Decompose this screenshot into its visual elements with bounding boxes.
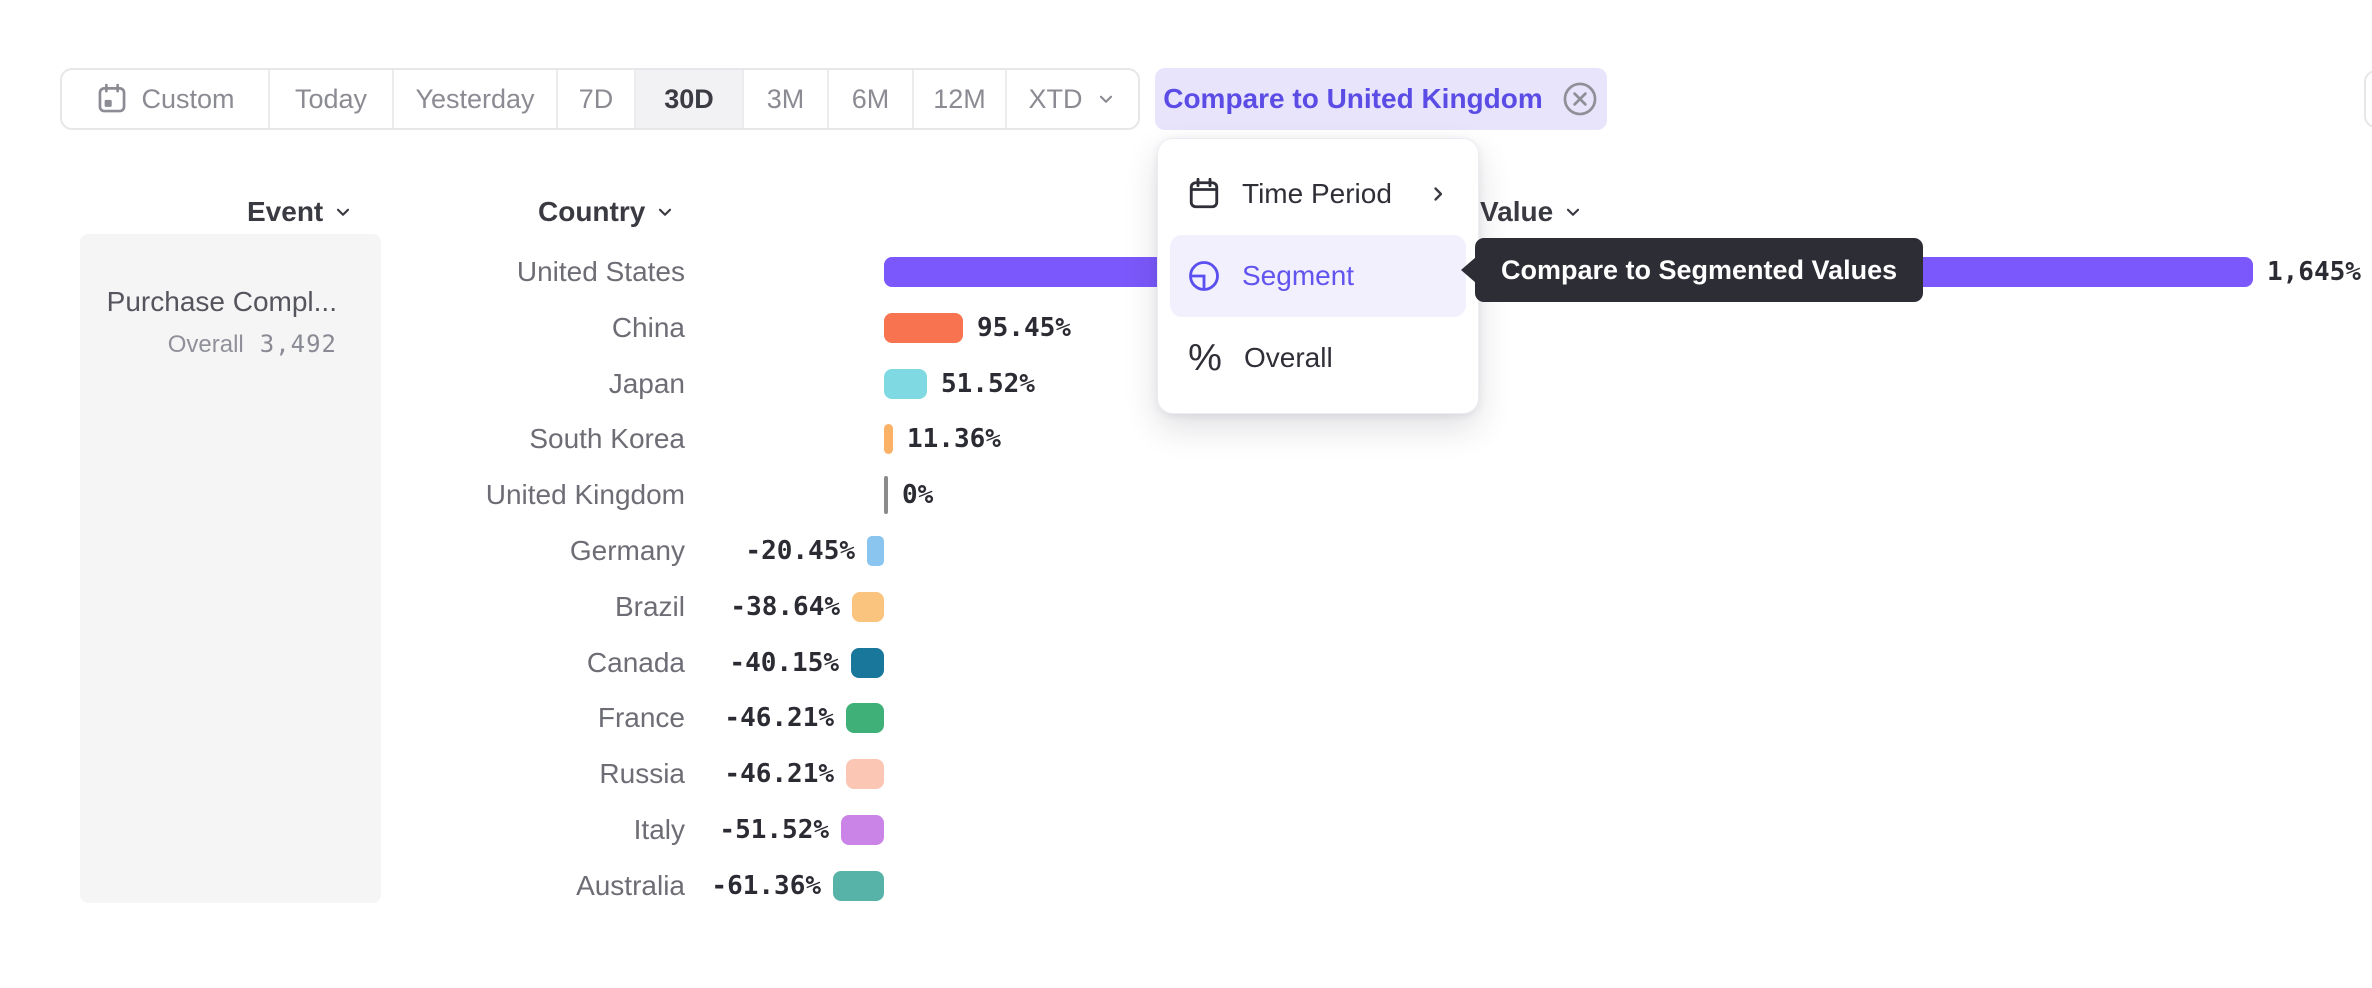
chart-row-france: France -46.21% <box>390 690 2372 746</box>
chart-row-germany: Germany -20.45% <box>390 523 2372 579</box>
menu-item-label: Segment <box>1242 260 1355 291</box>
country-label[interactable]: France <box>597 702 685 733</box>
compare-chip-label: Compare to United Kingdom <box>1163 83 1543 114</box>
date-range-button-7d[interactable]: 7D <box>558 70 636 128</box>
menu-item-overall[interactable]: % Overall <box>1170 317 1466 399</box>
compare-chip[interactable]: Compare to United Kingdom <box>1155 68 1607 130</box>
value-bar[interactable] <box>884 313 963 343</box>
chart-row-china: China 95.45% <box>390 300 2372 356</box>
country-label[interactable]: Italy <box>633 814 685 845</box>
date-range-button-yesterday[interactable]: Yesterday <box>394 70 558 128</box>
tooltip-arrow-left <box>1461 257 1476 283</box>
chevron-down-icon <box>659 208 672 216</box>
value-bar[interactable] <box>841 815 884 845</box>
segment-icon <box>1189 261 1219 291</box>
date-range-button-12m[interactable]: 12M <box>914 70 1007 128</box>
date-range-label: Yesterday <box>415 83 535 114</box>
clipped-right-button[interactable] <box>2364 70 2372 128</box>
chart-row-italy: Italy -51.52% <box>390 802 2372 858</box>
event-header-label: Event <box>247 196 324 227</box>
tooltip-text: Compare to Segmented Values <box>1501 254 1898 285</box>
chart-row-brazil: Brazil -38.64% <box>390 579 2372 635</box>
value-bar[interactable] <box>852 592 884 622</box>
value-header-label: Value <box>1480 196 1554 227</box>
chevron-down-icon <box>1099 95 1112 103</box>
event-panel[interactable]: Purchase Compl... Overall 3,492 <box>80 234 381 903</box>
date-range-label: 12M <box>933 83 986 114</box>
menu-item-segment[interactable]: Segment <box>1170 235 1466 317</box>
chevron-right-icon <box>1434 187 1443 201</box>
value-label: -61.36% <box>711 871 821 901</box>
value-bar[interactable] <box>884 424 893 454</box>
value-label: -40.15% <box>729 648 839 678</box>
country-label[interactable]: Japan <box>608 368 685 399</box>
date-range-label: XTD <box>1028 83 1083 114</box>
country-label[interactable]: Canada <box>586 647 685 678</box>
calendar-icon <box>99 83 126 113</box>
date-range-button-30d[interactable]: 30D <box>636 70 744 128</box>
date-range-toolbar: Custom Today Yesterday 7D 30D 3M 6M 12M XTD <box>60 68 1140 130</box>
date-range-button-xtd[interactable]: XTD <box>1007 70 1138 128</box>
value-label: -46.21% <box>724 759 834 789</box>
chart-row-canada: Canada -40.15% <box>390 635 2372 691</box>
calendar-icon <box>1189 177 1219 209</box>
compare-dropdown-menu: Time Period Segment% Overall <box>1157 138 1479 414</box>
chevron-down-icon <box>1567 208 1580 216</box>
chart-row-japan: Japan 51.52% <box>390 356 2372 412</box>
value-label: -38.64% <box>730 592 840 622</box>
value-bar[interactable] <box>846 759 884 789</box>
date-range-label: 6M <box>851 83 890 114</box>
value-bar[interactable] <box>846 703 884 733</box>
percent-icon: % <box>1188 336 1222 379</box>
menu-item-label: Time Period <box>1242 178 1392 209</box>
value-label: 0% <box>902 480 934 510</box>
column-header-event[interactable]: Event <box>247 196 354 228</box>
menu-item-time-period[interactable]: Time Period <box>1170 153 1466 235</box>
date-range-label: 3M <box>766 83 805 114</box>
date-range-label: 7D <box>578 83 614 114</box>
country-header-label: Country <box>538 196 646 227</box>
value-label: 51.52% <box>941 369 1035 399</box>
chart-row-south-korea: South Korea 11.36% <box>390 411 2372 467</box>
value-label: 95.45% <box>977 313 1071 343</box>
date-range-button-6m[interactable]: 6M <box>829 70 914 128</box>
menu-item-label: Overall <box>1244 342 1333 373</box>
country-label[interactable]: China <box>611 312 685 343</box>
value-bar[interactable] <box>867 536 884 566</box>
country-label[interactable]: Germany <box>569 535 685 566</box>
value-label: 11.36% <box>907 424 1001 454</box>
value-bar[interactable] <box>833 871 884 901</box>
event-name: Purchase Compl... <box>106 286 337 317</box>
date-range-label: 30D <box>664 83 714 114</box>
column-header-value[interactable]: Value <box>1480 196 1584 228</box>
date-range-button-today[interactable]: Today <box>270 70 394 128</box>
event-overall-row: Overall 3,492 <box>168 330 337 359</box>
event-overall-label: Overall <box>167 331 244 358</box>
country-label[interactable]: Brazil <box>614 591 685 622</box>
country-label[interactable]: Australia <box>576 870 685 901</box>
chevron-down-icon <box>337 208 350 216</box>
close-circle-icon[interactable] <box>1561 80 1599 118</box>
country-label[interactable]: United Kingdom <box>485 479 685 510</box>
value-label: -20.45% <box>745 536 855 566</box>
zero-baseline-mark <box>884 476 888 514</box>
value-label: 1,645% <box>2267 257 2361 287</box>
date-range-label: Today <box>294 83 368 114</box>
event-overall-value: 3,492 <box>259 330 337 358</box>
chart-row-united-kingdom: United Kingdom 0% <box>390 467 2372 523</box>
date-range-button-3m[interactable]: 3M <box>744 70 829 128</box>
tooltip: Compare to Segmented Values <box>1461 238 1924 302</box>
chart-row-australia: Australia -61.36% <box>390 858 2372 914</box>
country-label[interactable]: Russia <box>599 758 685 789</box>
date-range-label: Custom <box>141 83 235 114</box>
country-label[interactable]: South Korea <box>529 423 685 454</box>
value-label: -51.52% <box>719 815 829 845</box>
value-label: -46.21% <box>724 703 834 733</box>
value-bar[interactable] <box>851 648 884 678</box>
value-bar[interactable] <box>884 369 927 399</box>
date-range-button-custom[interactable]: Custom <box>62 70 270 128</box>
country-label[interactable]: United States <box>516 256 685 287</box>
column-header-country[interactable]: Country <box>538 196 676 228</box>
chart-row-russia: Russia -46.21% <box>390 746 2372 802</box>
